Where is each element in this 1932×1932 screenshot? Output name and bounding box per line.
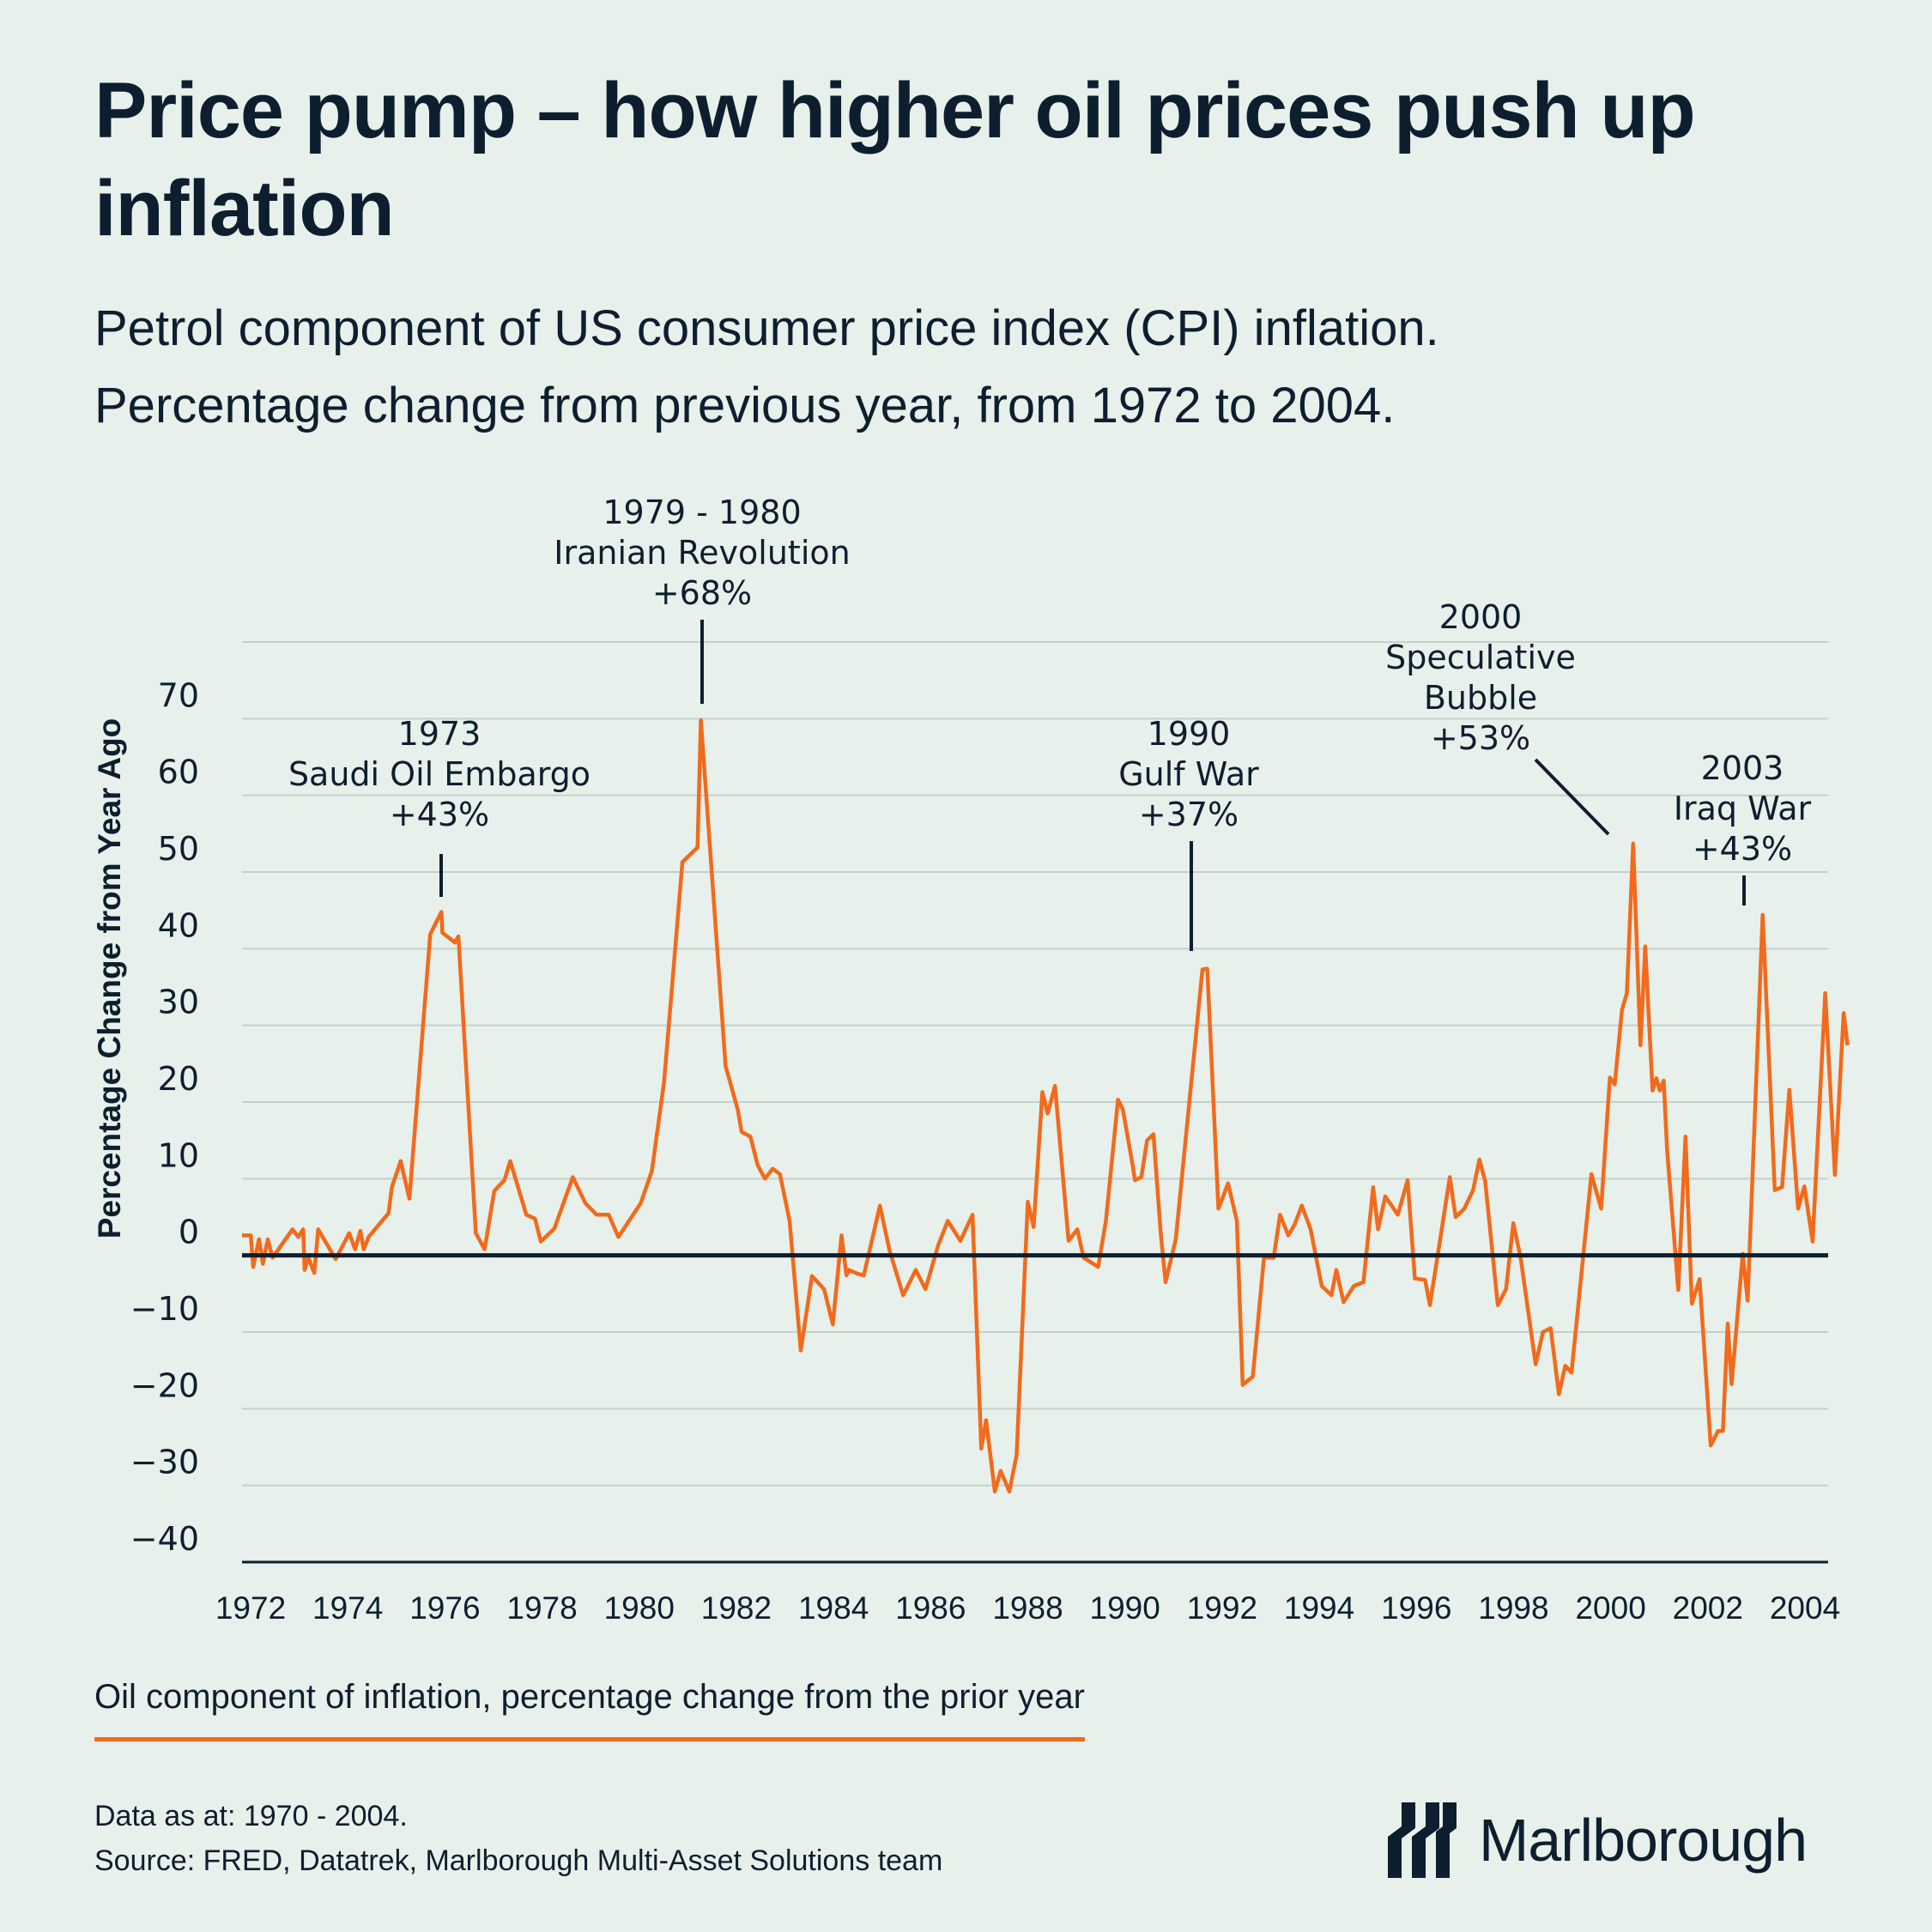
x-tick-label: 1990 (1090, 1590, 1160, 1626)
x-tick-label: 1988 (992, 1590, 1063, 1626)
annotation-label: 1990 (1148, 715, 1231, 753)
annotation-leader-line (1534, 758, 1610, 836)
x-tick-label: 1976 (409, 1590, 480, 1626)
y-tick-label: 50 (158, 830, 199, 868)
y-tick-label: 40 (158, 906, 199, 944)
data-as-at: Data as at: 1970 - 2004. (94, 1800, 408, 1832)
annotation-label: 1973 (398, 715, 481, 753)
annotation-label: Gulf War (1118, 755, 1259, 793)
marlborough-bars-logo-icon (1388, 1802, 1457, 1878)
annotation-label: +37% (1139, 796, 1239, 833)
annotation-label: Iraq War (1674, 790, 1812, 827)
legend-item: Oil component of inflation, percentage c… (94, 1678, 1085, 1741)
y-tick-label: −10 (130, 1290, 199, 1328)
logo-text: Marlborough (1479, 1807, 1808, 1874)
y-axis-label: Percentage Change from Year Ago (92, 718, 127, 1239)
line-chart: 70 60 50 40 30 20 10 0 −10 −20 −30 −40 1972 1974 1976… (92, 494, 1850, 1626)
y-tick-label: 30 (158, 984, 199, 1021)
x-tick-label: 2000 (1575, 1590, 1645, 1626)
x-tick-label: 1994 (1284, 1590, 1354, 1626)
annotation-label: Speculative (1385, 639, 1576, 676)
x-tick-label: 1972 (215, 1590, 286, 1626)
annotation-label: Iranian Revolution (554, 534, 850, 572)
x-tick-label: 1980 (604, 1590, 675, 1626)
annotation-label: Bubble (1424, 679, 1537, 717)
subtitle-line-2: Percentage change from previous year, fr… (94, 378, 1396, 433)
x-tick-label: 1998 (1478, 1590, 1548, 1626)
annotation-label: 2000 (1439, 598, 1523, 636)
x-tick-label: 1992 (1187, 1590, 1257, 1626)
annotation-label: 1979 - 1980 (603, 494, 801, 531)
x-tick-label: 1982 (701, 1590, 772, 1626)
annotation-label: Saudi Oil Embargo (288, 755, 591, 793)
source-note: Source: FRED, Datatrek, Marlborough Mult… (94, 1844, 943, 1877)
x-tick-label: 1978 (506, 1590, 577, 1626)
y-tick-label: 70 (158, 676, 199, 714)
x-tick-label: 1984 (798, 1590, 869, 1626)
footer: Data as at: 1970 - 2004. Source: FRED, D… (94, 1794, 942, 1883)
series-layer (242, 718, 1850, 1494)
x-tick-label: 1974 (312, 1590, 383, 1626)
x-tick-label: 2002 (1673, 1590, 1743, 1626)
y-tick-label: 10 (158, 1136, 199, 1174)
series-line (242, 718, 1850, 1494)
y-tick-label: −20 (130, 1366, 199, 1404)
chart-subtitle: Petrol component of US consumer price in… (94, 290, 1862, 445)
chart-title: Price pump – how higher oil prices push … (94, 67, 1696, 252)
annotation-label: +43% (390, 796, 489, 833)
marlborough-logo: Marlborough (1384, 1802, 1808, 1878)
y-tick-label: −30 (130, 1444, 199, 1481)
x-tick-label: 2004 (1770, 1590, 1840, 1626)
y-tick-label: 60 (158, 754, 199, 791)
annotation-label: 2003 (1701, 749, 1784, 787)
y-tick-label: 20 (158, 1060, 199, 1098)
y-tick-label: −40 (130, 1520, 199, 1558)
x-tick-label: 1986 (895, 1590, 966, 1626)
x-axis-ticks: 1972 1974 1976 1978 1980 1982 1984 1986 1988 1990… (215, 1590, 1840, 1626)
annotation-label: +68% (652, 574, 752, 612)
annotation-label: +53% (1431, 719, 1530, 757)
subtitle-line-1: Petrol component of US consumer price in… (94, 300, 1439, 356)
x-tick-label: 1996 (1381, 1590, 1451, 1626)
y-axis-ticks: 70 60 50 40 30 20 10 0 −10 −20 −30 −40 (130, 676, 199, 1558)
y-tick-label: 0 (179, 1214, 199, 1251)
annotation-label: +43% (1693, 830, 1792, 868)
